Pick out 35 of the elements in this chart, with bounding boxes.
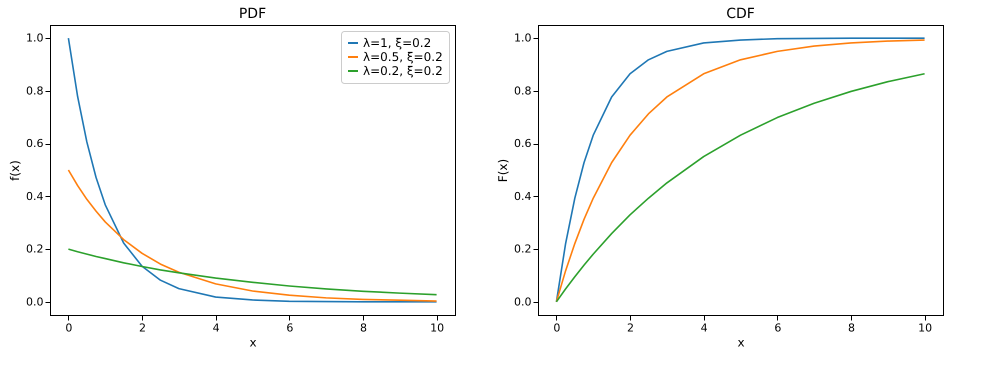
y-tick-label: 0.2 [514, 242, 532, 256]
x-tick-label: 4 [700, 322, 708, 334]
y-tick-label: 0.0 [26, 295, 44, 308]
x-tick-label: 8 [360, 322, 367, 334]
chart-title: PDF [238, 6, 266, 22]
legend-label: λ=0.2, ξ=0.2 [363, 64, 443, 78]
x-tick-label: 6 [774, 322, 782, 334]
x-tick-label: 2 [139, 322, 146, 334]
x-tick-label: 0 [553, 322, 560, 334]
y-tick-label: 0.6 [26, 137, 44, 150]
x-tick-label: 0 [65, 322, 72, 334]
y-tick-label: 0.8 [26, 84, 44, 98]
x-axis-title: x [737, 336, 745, 350]
x-tick-label: 8 [848, 322, 855, 334]
x-tick-label: 6 [286, 322, 294, 334]
x-tick-label: 4 [212, 322, 220, 334]
legend-label: λ=1, ξ=0.2 [363, 36, 432, 50]
y-tick-label: 0.4 [26, 190, 44, 203]
y-tick-label: 1.0 [26, 32, 44, 45]
y-tick-label: 0.0 [514, 295, 532, 308]
x-tick-label: 2 [627, 322, 634, 334]
chart-title: CDF [726, 6, 755, 22]
x-axis-title: x [249, 336, 257, 350]
y-tick-label: 1.0 [514, 32, 532, 45]
line-series [68, 169, 438, 302]
x-tick-label: 10 [918, 322, 932, 334]
line-series [68, 248, 438, 296]
y-axis-title: f(x) [8, 160, 22, 181]
y-tick-label: 0.6 [514, 137, 532, 150]
y-tick-label: 0.8 [514, 84, 532, 98]
x-tick-label: 10 [430, 322, 444, 334]
y-axis-title: F(x) [496, 158, 510, 182]
y-tick-label: 0.4 [514, 190, 532, 203]
y-tick-label: 0.2 [26, 242, 44, 256]
legend-label: λ=0.5, ξ=0.2 [363, 50, 443, 64]
